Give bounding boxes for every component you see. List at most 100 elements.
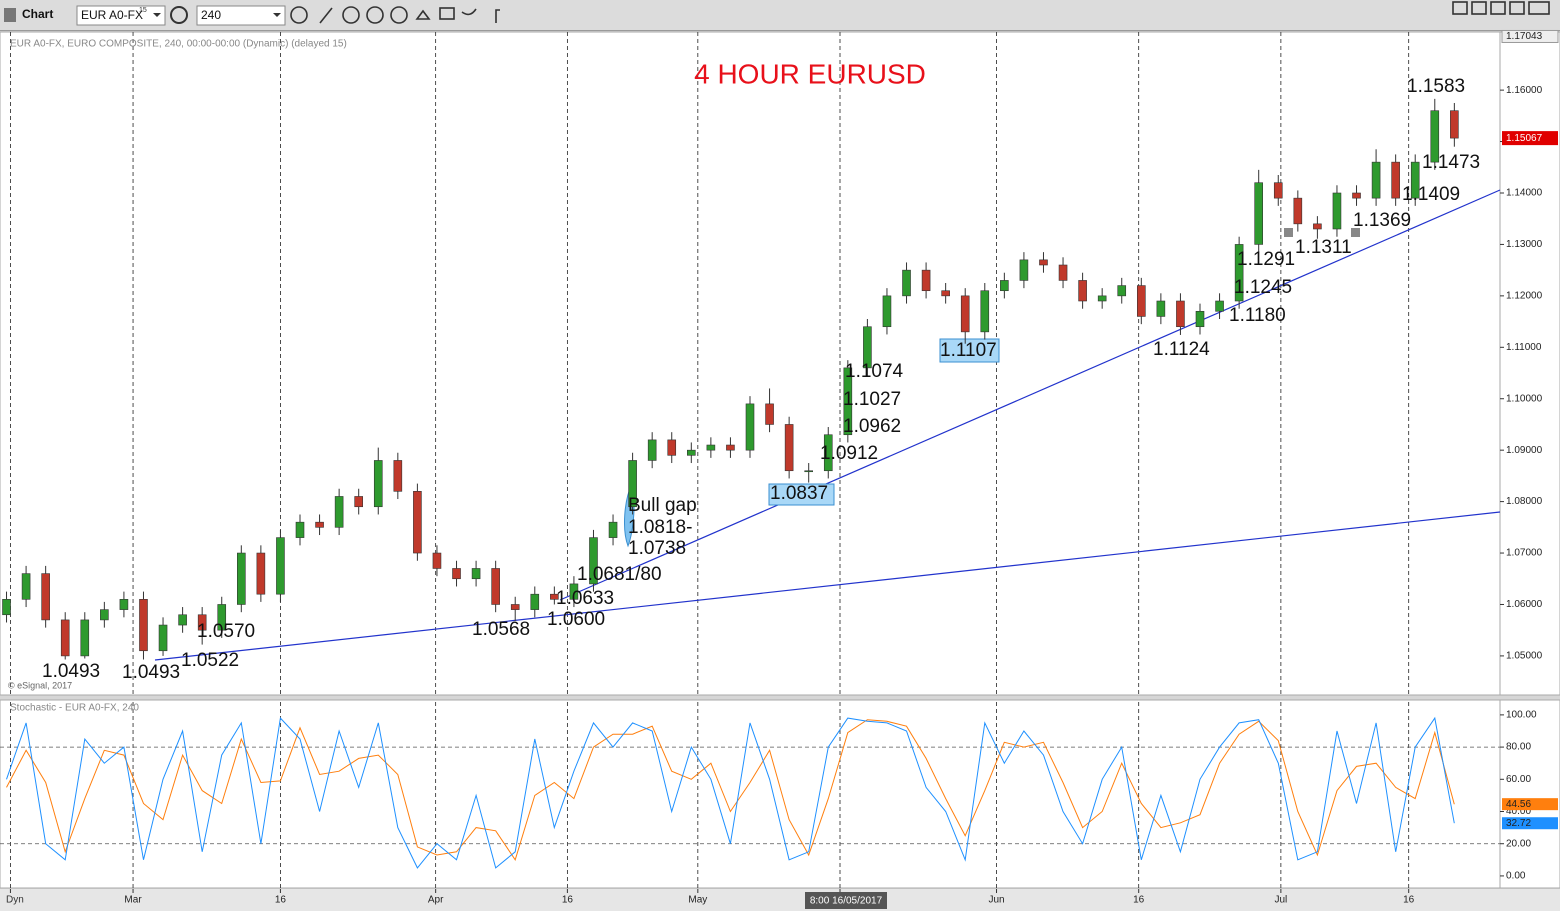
candle-body (1137, 285, 1146, 317)
grid: Mar 16 Apr 16 May Jun 16 Jul 16 (9, 32, 1415, 906)
candle-body (334, 496, 344, 528)
study-icon[interactable] (342, 6, 360, 24)
candle-body (119, 599, 129, 610)
y-tick-label: 1.10000 (1506, 393, 1543, 404)
trend-line (559, 189, 1501, 601)
x-tick-label: 16 (562, 895, 574, 906)
annotation: 1.1107 (940, 340, 997, 361)
x-tick-label: 16 (1133, 895, 1145, 906)
annotation: 1.0681/80 (577, 564, 662, 585)
candle-body (432, 552, 442, 569)
annotation: 1.1074 (845, 361, 904, 382)
annotation: 1.0738 (628, 538, 686, 559)
alert-icon[interactable] (390, 6, 408, 24)
x-tick-label: 16 (1403, 895, 1415, 906)
candle-body (1078, 280, 1087, 302)
candle-body (1254, 182, 1263, 245)
y-tick-label: 20.00 (1506, 838, 1531, 849)
settings-icon[interactable] (170, 6, 188, 24)
last-price-label: 1.15067 (1506, 133, 1543, 144)
help-button[interactable] (1452, 1, 1468, 15)
candle-body (745, 403, 755, 451)
annotation: 1.1473 (1422, 152, 1480, 173)
annotation: 1.0522 (181, 650, 239, 671)
comment-icon[interactable] (439, 7, 455, 20)
candle-body (980, 290, 990, 333)
candle-body (843, 367, 853, 436)
stochastic-line (6, 716, 1455, 869)
candle-body (471, 568, 481, 580)
chart-icon (4, 8, 16, 22)
annotation: 1.1291 (1237, 249, 1295, 270)
label-box (939, 338, 1000, 363)
x-tick-label: Mar (124, 895, 142, 906)
candle-body (687, 449, 696, 456)
close-button[interactable] (1528, 1, 1550, 15)
restore-button[interactable] (1509, 1, 1525, 15)
mode-label[interactable]: Dyn (6, 895, 24, 906)
dropdown-arrow[interactable] (273, 13, 281, 17)
candle-body (100, 609, 109, 621)
candle-body (491, 568, 500, 605)
symbol-box[interactable] (76, 5, 166, 26)
annotation: 1.0568 (472, 619, 530, 640)
candle-body (276, 537, 285, 595)
y-tick-label: 1.11000 (1506, 342, 1542, 353)
annotation: Bull gap (628, 495, 697, 516)
last-price-tag (1502, 131, 1558, 146)
annotation: 1.1245 (1234, 277, 1292, 298)
candle-body (863, 326, 872, 369)
annotation: 1.0493 (42, 661, 100, 682)
candle-body (237, 552, 246, 605)
annotation: 1.0570 (197, 621, 255, 642)
minimize-button[interactable] (1490, 1, 1506, 15)
facebook-icon[interactable] (495, 9, 500, 23)
last-value-label: 32.72 (1506, 818, 1531, 829)
candle-body (628, 460, 637, 508)
annotation: 1.1583 (1407, 76, 1465, 97)
candle-body (823, 434, 833, 472)
y-tick-label: 80.00 (1506, 742, 1531, 753)
candle-body (647, 439, 657, 461)
annotation: 1.0962 (843, 416, 901, 437)
interval[interactable]: 240 (201, 8, 221, 22)
annotation: 1.1027 (843, 389, 901, 410)
interval-box[interactable] (196, 5, 286, 26)
x-tick-label: Jun (988, 895, 1004, 906)
y-tick-label: 1.07000 (1506, 548, 1543, 559)
candle-body (784, 424, 794, 472)
candle-body (726, 444, 735, 451)
toolbar-title: Chart (22, 7, 53, 21)
y-tick-label: 1.14000 (1506, 188, 1543, 199)
annotation: 1.0912 (820, 443, 878, 464)
candle-body (60, 619, 70, 657)
twitter-icon[interactable] (461, 8, 477, 16)
candle-body (80, 619, 90, 657)
candle-body (706, 444, 716, 451)
time-icon[interactable] (290, 6, 308, 24)
candle-body (1410, 161, 1420, 199)
y-tick-label: 1.08000 (1506, 496, 1543, 507)
last-value-tag (1502, 798, 1558, 811)
candle-body (1450, 110, 1459, 139)
link-icon[interactable] (415, 9, 431, 20)
annotation: 1.0493 (122, 662, 180, 683)
annotation: 1.1124 (1153, 339, 1210, 360)
stochastic-header: Stochastic - EUR A0-FX, 240 (10, 703, 139, 714)
candle-body (413, 491, 422, 554)
candle-body (1273, 182, 1283, 199)
symbol[interactable]: EUR A0-FX (81, 8, 143, 22)
y-tick-label: 100.00 (1506, 710, 1537, 721)
label-box (768, 483, 835, 506)
trend-line (154, 511, 1501, 661)
top-price-tag (1501, 29, 1559, 43)
dropdown-arrow[interactable] (153, 13, 161, 17)
candle-body (1215, 300, 1224, 312)
draw-icon[interactable] (319, 7, 333, 24)
candle-body (1313, 223, 1322, 230)
pin-button[interactable] (1471, 1, 1487, 15)
symbol-delay: 15 (139, 7, 147, 14)
candle-body (589, 537, 598, 585)
candle-body (452, 568, 461, 580)
play-icon[interactable] (366, 6, 384, 24)
